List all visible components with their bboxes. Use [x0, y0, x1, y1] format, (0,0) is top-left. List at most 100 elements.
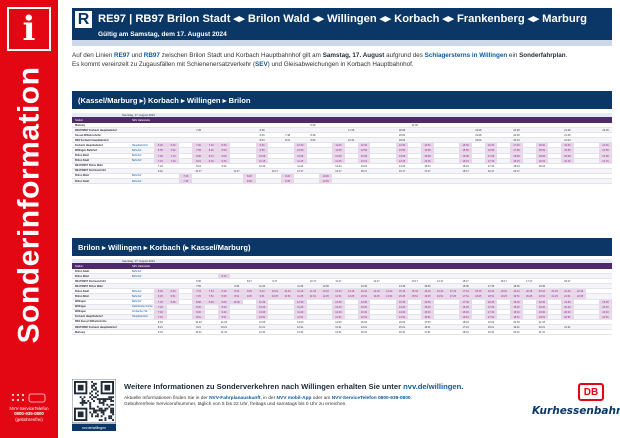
fahrplanauskunft-link[interactable]: NVV-Fahrplanauskunft: [209, 396, 261, 401]
time-cell: [281, 300, 294, 304]
time-cell: [370, 320, 383, 324]
time-cell: [243, 310, 256, 314]
time-cell: [421, 274, 434, 278]
qr-code[interactable]: nvv.de/willingen: [72, 379, 116, 431]
time-cell: [332, 174, 345, 178]
time-cell: 16:15: [459, 158, 472, 163]
time-cell: 7:32: [204, 143, 218, 148]
time-cell: [319, 154, 332, 158]
time-cell: [370, 300, 383, 304]
table-row: Marburg 6:49 11:39: [72, 123, 612, 129]
time-cell: [396, 174, 409, 178]
time-cell: [179, 330, 192, 334]
time-cell: [472, 159, 485, 163]
time-cell: 13:19: [344, 289, 358, 294]
time-cell: 10:20: [255, 304, 269, 309]
time-cell: 8:59: [217, 148, 231, 153]
time-cell: 7:35: [179, 179, 193, 184]
time-cell: 14:44: [382, 289, 396, 294]
time-cell: 14:51: [395, 314, 409, 319]
row-station: Brilon Wald: [75, 274, 89, 278]
time-cell: [358, 174, 371, 178]
time-cell: [319, 274, 332, 278]
time-cell: [179, 315, 192, 319]
time-cell: [345, 284, 358, 288]
time-cell: [408, 300, 421, 304]
time-cell: 21:59: [599, 148, 612, 153]
row-station: Willingen: [75, 310, 87, 314]
time-cell: [154, 269, 167, 273]
time-cell: [192, 174, 205, 178]
time-cell: 9:31: [157, 331, 163, 335]
time-cell: [281, 284, 294, 288]
row-sev-stop: Bahnhof: [132, 295, 142, 299]
time-cell: [408, 169, 421, 173]
time-cell: 20:03: [513, 320, 520, 324]
time-cell: [574, 315, 587, 319]
time-cell: 7:24: [157, 164, 163, 168]
time-cell: [179, 300, 192, 304]
time-cell: [396, 179, 409, 183]
time-cell: [230, 274, 243, 278]
timetable-inbound: Samstag, 17. August 2024 Station SEV Halte…: [72, 259, 612, 336]
time-cell: [370, 154, 383, 158]
time-cell: [447, 148, 460, 152]
time-cell: [268, 143, 281, 147]
time-cell: [434, 128, 447, 132]
time-cell: [205, 284, 218, 288]
time-cell: [472, 305, 485, 309]
section-title-outbound: (Kassel/Marburg ▸) Korbach ▸ Willingen ▸…: [72, 91, 612, 109]
time-cell: 10:26: [319, 173, 333, 179]
time-cell: [319, 300, 332, 304]
time-cell: 17:21: [462, 326, 469, 330]
time-cell: [192, 123, 205, 127]
time-cell: [230, 269, 243, 273]
time-cell: [345, 325, 358, 329]
time-cell: 15:51: [421, 314, 434, 319]
table-row: Korbach Hauptbahnhof Hauptbahnhof 7:51 8:51…: [72, 314, 612, 320]
time-cell: [205, 330, 218, 334]
nvv-app-link[interactable]: NVV mobil-App: [276, 396, 312, 401]
timetable-outbound: Samstag, 17. August 2024 Station SEV Halte…: [72, 113, 612, 185]
time-cell: 22:15: [599, 158, 612, 163]
row-station: RE17/RE57 Dortmund Hbf: [75, 169, 106, 173]
time-cell: [434, 169, 447, 173]
time-cell: [218, 279, 231, 283]
brand-kurhessenbahn: Kurhessenbahn: [532, 405, 620, 417]
hotline-hours: Gebührenfreie Servicerufnummer, täglich …: [124, 402, 347, 408]
time-cell: [548, 284, 561, 288]
time-cell: 9:08: [217, 153, 231, 158]
time-cell: 12:19: [319, 289, 333, 294]
event-name: Schlagersterns in Willingen: [424, 52, 508, 59]
time-cell: 12:03: [258, 320, 266, 324]
intro-paragraph-2: Es kommt vereinzelt zu Zugausfällen mit …: [72, 60, 414, 68]
time-cell: [319, 159, 332, 163]
time-cell: [472, 164, 485, 168]
time-cell: [497, 315, 510, 319]
time-cell: [345, 179, 358, 183]
time-cell: [268, 300, 281, 304]
validity-date: Gültig am Samstag, dem 17. August 2024: [98, 31, 227, 38]
time-cell: 16:20: [459, 304, 472, 309]
time-cell: [459, 274, 472, 278]
time-cell: [599, 133, 612, 137]
time-cell: [561, 274, 574, 278]
time-cell: [434, 325, 447, 329]
time-cell: [243, 330, 256, 334]
footer-title: Weitere Informationen zu Sonderverkehren…: [124, 382, 464, 391]
time-cell: 8:20: [192, 304, 205, 309]
time-cell: 15:03: [360, 320, 367, 324]
time-cell: 16:17: [500, 280, 507, 284]
time-cell: [523, 330, 536, 334]
willingen-link[interactable]: nvv.de/willingen: [403, 382, 462, 391]
time-cell: 11:08: [293, 153, 307, 158]
time-cell: [243, 169, 256, 173]
time-cell: [179, 320, 192, 324]
time-cell: 7:44: [204, 289, 218, 294]
time-cell: [319, 148, 332, 152]
time-cell: [408, 179, 421, 183]
time-cell: 6:43: [259, 134, 265, 138]
time-cell: 19:03: [487, 320, 495, 324]
time-cell: 18:04: [398, 139, 406, 143]
time-cell: [447, 128, 460, 132]
